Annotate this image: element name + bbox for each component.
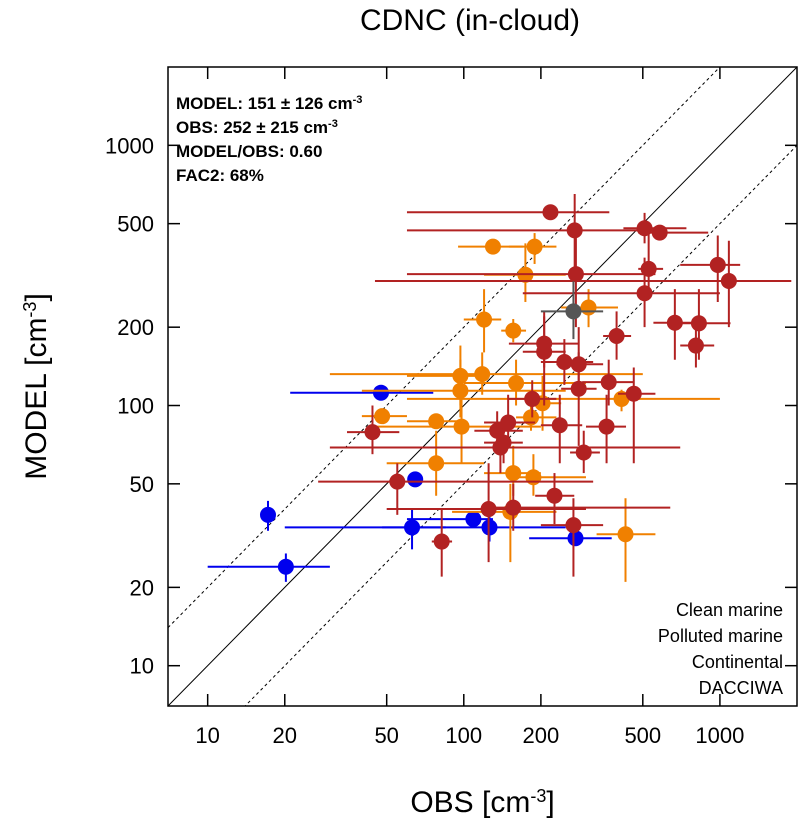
point xyxy=(600,374,617,391)
y-tick-label: 20 xyxy=(130,575,154,600)
point xyxy=(364,424,381,441)
legend-label: Polluted marine xyxy=(658,626,783,646)
point xyxy=(565,517,582,534)
point xyxy=(374,408,391,425)
point xyxy=(636,285,653,302)
point xyxy=(465,511,482,528)
point xyxy=(525,469,542,486)
y-tick-label: 100 xyxy=(117,394,154,419)
stat-text-sup: -3 xyxy=(353,94,363,106)
stat-text: FAC2: 68% xyxy=(176,166,264,185)
point xyxy=(505,322,522,339)
point xyxy=(651,224,668,241)
point xyxy=(452,367,469,384)
stat-text-main: OBS: 252 ± 215 cm xyxy=(176,118,328,137)
point xyxy=(505,465,522,482)
x-tick-label: 1000 xyxy=(695,723,744,748)
point xyxy=(625,385,642,402)
point xyxy=(720,272,737,289)
point xyxy=(566,222,583,239)
x-tick-label: 200 xyxy=(523,723,560,748)
x-tick-label: 20 xyxy=(273,723,297,748)
point xyxy=(709,256,726,273)
point xyxy=(617,526,634,543)
point xyxy=(536,343,553,360)
y-tick-label: 1000 xyxy=(105,133,154,158)
x-tick-label: 100 xyxy=(445,723,482,748)
point xyxy=(556,353,573,370)
point xyxy=(640,260,657,277)
x-axis-label-sup: -3 xyxy=(530,786,546,806)
y-axis-label: MODEL [cm-3] xyxy=(20,293,53,480)
point xyxy=(389,473,406,490)
y-tick-label: 10 xyxy=(130,654,154,679)
plot-frame xyxy=(167,66,798,707)
point xyxy=(570,356,587,373)
point xyxy=(690,315,707,332)
x-tick-label: 500 xyxy=(624,723,661,748)
point xyxy=(598,418,615,435)
point xyxy=(565,303,582,320)
point xyxy=(259,506,276,523)
stat-text-main: FAC2: 68% xyxy=(176,166,264,185)
point xyxy=(542,204,559,221)
point xyxy=(372,384,389,401)
stat-text: MODEL: 151 ± 126 cm-3 xyxy=(176,94,362,113)
x-axis-label-text: OBS [cm xyxy=(410,786,530,819)
point xyxy=(613,390,630,407)
point xyxy=(484,238,501,255)
legend-label: DACCIWA xyxy=(699,678,783,698)
point xyxy=(433,533,450,550)
x-tick-label: 50 xyxy=(374,723,398,748)
plot-area xyxy=(168,67,797,706)
point xyxy=(636,220,653,237)
point xyxy=(500,414,517,431)
y-axis-label-text: MODEL [cm xyxy=(20,318,53,480)
point xyxy=(428,455,445,472)
point xyxy=(492,439,509,456)
point xyxy=(567,530,584,547)
x-tick-label: 10 xyxy=(195,723,219,748)
point xyxy=(580,299,597,316)
y-axis-label-sup: -3 xyxy=(20,302,40,318)
point xyxy=(687,337,704,354)
point xyxy=(608,327,625,344)
point xyxy=(404,519,421,536)
point xyxy=(551,417,568,434)
y-tick-label: 50 xyxy=(130,472,154,497)
point xyxy=(570,380,587,397)
x-axis-label-after: ] xyxy=(546,786,554,819)
point xyxy=(567,266,584,283)
stat-text-main: MODEL/OBS: 0.60 xyxy=(176,142,322,161)
point xyxy=(523,409,540,426)
stat-text-sup: -3 xyxy=(328,118,338,130)
point xyxy=(407,471,424,488)
point xyxy=(575,444,592,461)
x-axis-label: OBS [cm-3] xyxy=(410,786,554,819)
y-tick-label: 200 xyxy=(117,315,154,340)
point xyxy=(524,390,541,407)
y-axis-label-after: ] xyxy=(20,293,53,301)
point xyxy=(508,375,525,392)
point xyxy=(546,487,563,504)
stat-text: OBS: 252 ± 215 cm-3 xyxy=(176,118,338,137)
point xyxy=(526,238,543,255)
chart-title: CDNC (in-cloud) xyxy=(360,4,580,37)
point xyxy=(453,418,470,435)
point xyxy=(505,499,522,516)
y-tick-label: 500 xyxy=(117,212,154,237)
legend-label: Clean marine xyxy=(676,600,783,620)
point xyxy=(489,422,506,439)
point xyxy=(476,311,493,328)
stat-text-main: MODEL: 151 ± 126 cm xyxy=(176,94,353,113)
point xyxy=(277,558,294,575)
point xyxy=(428,413,445,430)
stat-text: MODEL/OBS: 0.60 xyxy=(176,142,322,161)
legend-label: Continental xyxy=(692,652,783,672)
point xyxy=(452,382,469,399)
point xyxy=(666,314,683,331)
point xyxy=(474,366,491,383)
point xyxy=(480,501,497,518)
